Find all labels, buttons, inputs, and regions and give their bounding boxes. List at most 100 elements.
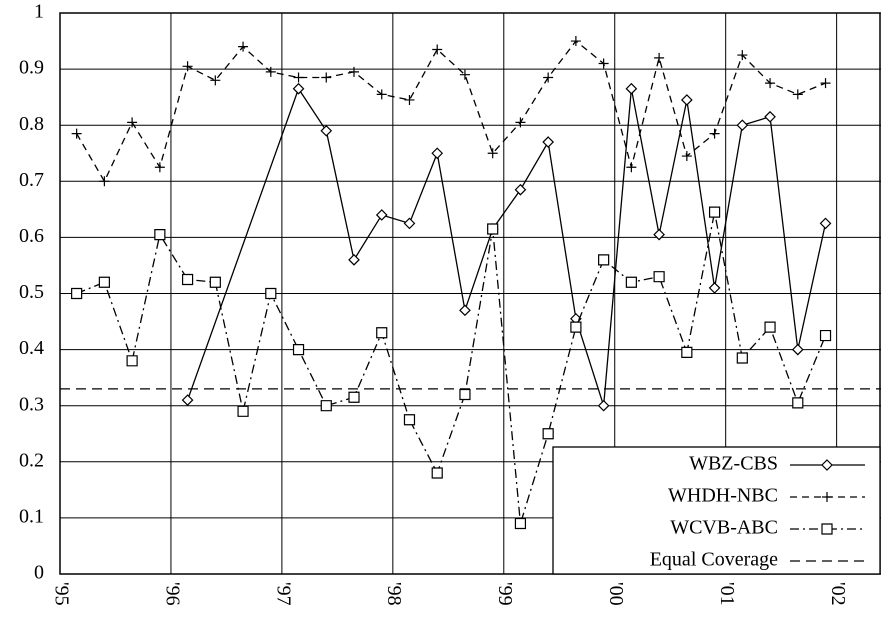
square-marker: [514, 517, 527, 530]
y-tick-label: 0.8: [19, 113, 44, 135]
plus-marker: [404, 94, 415, 105]
diamond-marker: [625, 82, 638, 95]
plus-marker: [598, 58, 609, 69]
plus-marker: [681, 151, 692, 162]
square-marker: [653, 271, 665, 283]
series-line: [186, 87, 827, 406]
square-marker: [459, 388, 471, 401]
plus-marker: [654, 52, 665, 63]
square-marker: [764, 321, 776, 333]
y-tick-label: 0.1: [19, 505, 44, 527]
square-marker: [625, 276, 637, 288]
diamond-marker: [181, 394, 194, 406]
diamond-marker: [819, 217, 832, 230]
y-tick-label: 0.3: [19, 393, 44, 415]
square-marker: [736, 352, 748, 364]
diamond-marker: [821, 459, 833, 471]
plus-marker: [71, 128, 82, 139]
square-marker: [98, 276, 110, 288]
square-marker: [792, 397, 804, 409]
plus-marker: [154, 162, 165, 173]
square-marker: [265, 287, 277, 300]
diamond-marker: [375, 209, 388, 221]
legend-box: [552, 446, 881, 575]
diamond-marker: [431, 147, 444, 160]
square-marker: [431, 467, 443, 479]
x-tick-label: '99: [494, 582, 516, 606]
plus-marker: [293, 72, 304, 83]
square-marker: [487, 223, 499, 235]
diamond-marker: [736, 119, 749, 132]
plus-marker: [820, 78, 831, 89]
plus-marker: [543, 72, 554, 83]
diamond-marker: [320, 124, 333, 137]
x-tick-label: '98: [383, 582, 405, 606]
square-marker: [237, 405, 249, 417]
x-tick-label: '01: [716, 582, 738, 606]
plus-marker: [238, 41, 249, 52]
square-marker: [708, 206, 721, 218]
legend-label: WHDH-NBC: [668, 485, 778, 507]
x-tick-label: '97: [272, 582, 294, 606]
legend-label: WBZ-CBS: [689, 453, 778, 475]
square-marker: [181, 273, 194, 286]
diamond-marker: [764, 110, 776, 123]
plus-marker: [709, 128, 720, 139]
y-tick-label: 0.7: [19, 169, 44, 191]
square-marker: [681, 346, 693, 359]
square-marker: [348, 391, 360, 403]
square-marker: [71, 287, 83, 300]
x-tick-label: '02: [827, 582, 849, 606]
diamond-marker: [653, 228, 665, 241]
square-marker: [570, 321, 582, 333]
plus-marker: [822, 492, 832, 502]
square-marker: [598, 254, 610, 266]
plus-marker: [349, 66, 360, 77]
y-tick-label: 1: [34, 1, 44, 23]
plus-marker: [737, 50, 748, 61]
diamond-marker: [708, 282, 721, 294]
plus-marker: [459, 69, 470, 80]
plot-area: [60, 36, 881, 530]
legend-label: Equal Coverage: [650, 549, 778, 571]
y-tick-label: 0: [34, 562, 44, 584]
y-tick-label: 0.9: [19, 57, 44, 79]
square-marker: [819, 329, 832, 342]
series-line: [76, 212, 827, 524]
square-marker: [821, 523, 833, 535]
plus-marker: [127, 117, 138, 128]
plus-marker: [182, 61, 193, 72]
square-marker: [292, 344, 305, 356]
x-tick-label: '96: [161, 582, 183, 606]
plus-marker: [265, 66, 276, 77]
square-marker: [542, 428, 554, 440]
plus-marker: [570, 36, 581, 47]
plus-marker: [321, 72, 332, 83]
plus-marker: [792, 89, 803, 100]
y-tick-label: 0.5: [19, 281, 44, 303]
square-marker: [376, 327, 388, 339]
diamond-marker: [403, 217, 416, 230]
square-marker: [209, 276, 221, 288]
plus-marker: [487, 148, 498, 159]
plus-marker: [99, 176, 110, 187]
diamond-marker: [542, 136, 555, 148]
y-tick-label: 0.2: [19, 449, 44, 471]
diamond-marker: [597, 399, 610, 412]
plus-marker: [376, 89, 387, 100]
plus-marker: [432, 44, 443, 55]
square-marker: [403, 414, 416, 426]
diamond-marker: [791, 343, 804, 356]
square-marker: [126, 355, 138, 367]
diamond-marker: [459, 304, 471, 317]
x-tick-label: '00: [605, 582, 627, 606]
y-tick-label: 0.6: [19, 225, 44, 247]
plus-marker: [515, 117, 526, 128]
diamond-marker: [348, 253, 360, 266]
plus-marker: [765, 78, 776, 89]
series-line: [76, 40, 826, 183]
x-tick-label: '95: [50, 582, 72, 606]
plot-frame: [59, 12, 881, 575]
